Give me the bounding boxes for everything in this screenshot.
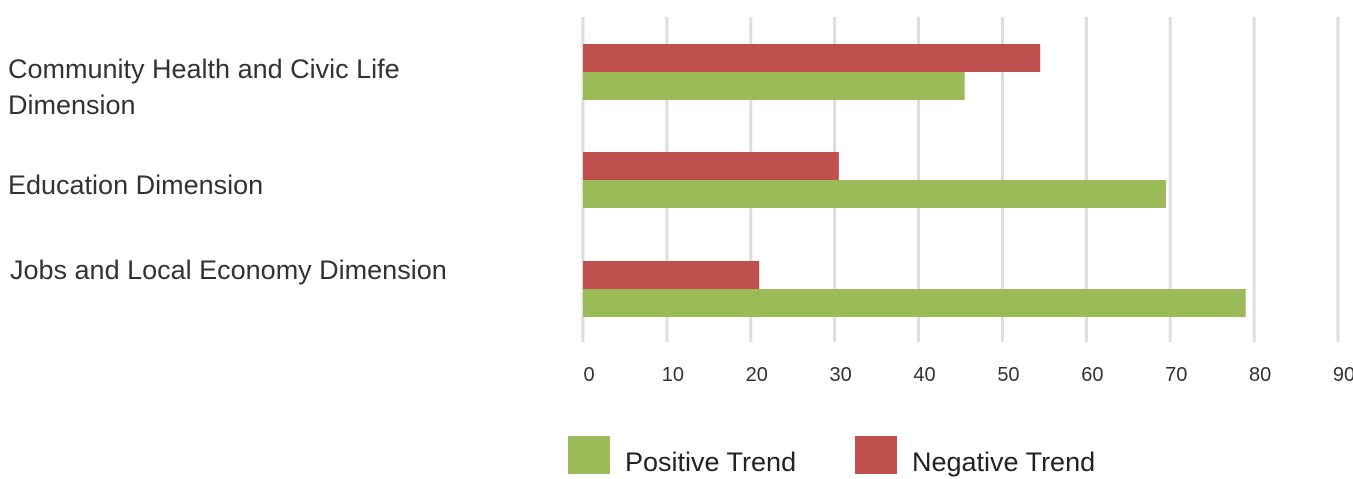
x-tick-label-40: 40 [913, 364, 935, 386]
x-tick-label-0: 0 [583, 364, 594, 386]
bar-positive-trend-1 [583, 180, 1167, 208]
bar-positive-trend-2 [583, 289, 1246, 317]
x-axis-tick-labels: 0 10 20 30 40 50 60 70 80 90 [583, 364, 1353, 386]
category-label-2: Jobs and Local Economy Dimension [10, 255, 447, 285]
category-label-line: Education Dimension [8, 170, 263, 200]
x-tick-label-10: 10 [662, 364, 684, 386]
category-label-line: Community Health and Civic Life [8, 54, 400, 84]
x-tick-label-20: 20 [746, 364, 768, 386]
x-tick-label-60: 60 [1081, 364, 1103, 386]
bar-negative-trend-1 [583, 152, 839, 180]
bar-positive-trend-0 [583, 72, 965, 100]
x-tick-label-50: 50 [997, 364, 1019, 386]
category-label-0: Community Health and Civic Life Dimension [8, 54, 400, 120]
x-tick-label-90: 90 [1333, 364, 1353, 386]
x-tick-label-30: 30 [830, 364, 852, 386]
legend-swatch-1 [855, 436, 897, 474]
category-labels: Community Health and Civic Life Dimension… [8, 54, 447, 285]
bar-negative-trend-2 [583, 261, 760, 289]
category-label-line: Jobs and Local Economy Dimension [10, 255, 447, 285]
x-tick-label-70: 70 [1165, 364, 1187, 386]
legend: Positive Trend Negative Trend [568, 436, 1095, 477]
x-tick-label-80: 80 [1249, 364, 1271, 386]
legend-label-0: Positive Trend [625, 447, 796, 477]
bar-negative-trend-0 [583, 44, 1041, 72]
legend-label-1: Negative Trend [912, 447, 1095, 477]
category-label-1: Education Dimension [8, 170, 263, 200]
legend-swatch-0 [568, 436, 610, 474]
bars [583, 44, 1246, 317]
category-label-line: Dimension [8, 90, 136, 120]
